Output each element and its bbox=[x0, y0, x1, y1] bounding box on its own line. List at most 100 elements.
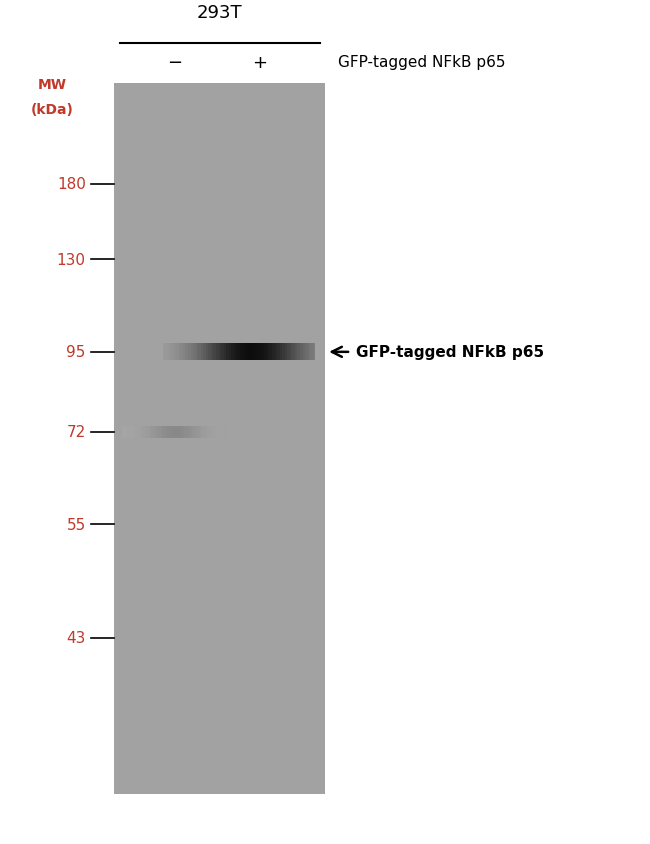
Text: (kDa): (kDa) bbox=[31, 103, 73, 117]
Bar bbox=[130, 426, 133, 438]
Bar bbox=[270, 344, 272, 361]
Text: 180: 180 bbox=[57, 177, 86, 192]
Bar bbox=[249, 344, 252, 361]
Text: 72: 72 bbox=[66, 425, 86, 440]
Bar bbox=[226, 344, 229, 361]
Bar bbox=[212, 426, 214, 438]
Bar bbox=[237, 344, 239, 361]
Bar bbox=[140, 426, 143, 438]
Bar bbox=[162, 344, 165, 361]
Bar bbox=[267, 344, 270, 361]
Bar bbox=[133, 426, 135, 438]
Bar bbox=[196, 344, 198, 361]
Text: 95: 95 bbox=[66, 345, 86, 360]
Bar bbox=[164, 426, 167, 438]
Bar bbox=[216, 344, 218, 361]
Bar bbox=[231, 344, 234, 361]
Bar bbox=[183, 426, 185, 438]
Bar bbox=[222, 426, 225, 438]
Bar bbox=[244, 344, 246, 361]
Text: 43: 43 bbox=[66, 630, 86, 646]
Bar bbox=[193, 426, 196, 438]
Bar bbox=[285, 344, 287, 361]
Bar bbox=[252, 344, 254, 361]
Bar bbox=[162, 426, 164, 438]
Bar bbox=[122, 426, 125, 438]
Bar bbox=[225, 426, 227, 438]
Bar bbox=[259, 344, 262, 361]
Bar bbox=[188, 426, 190, 438]
Bar bbox=[282, 344, 285, 361]
Bar bbox=[185, 426, 188, 438]
Bar bbox=[221, 344, 224, 361]
Bar bbox=[310, 344, 313, 361]
Bar bbox=[292, 344, 295, 361]
Bar bbox=[180, 426, 183, 438]
Bar bbox=[211, 344, 213, 361]
Bar bbox=[167, 426, 170, 438]
Text: 293T: 293T bbox=[196, 4, 242, 22]
Bar bbox=[204, 426, 207, 438]
Bar bbox=[229, 344, 231, 361]
Bar bbox=[305, 344, 307, 361]
Bar bbox=[265, 344, 267, 361]
Bar bbox=[272, 344, 274, 361]
Bar bbox=[154, 426, 157, 438]
Text: −: − bbox=[166, 53, 182, 72]
Bar bbox=[168, 344, 170, 361]
Bar bbox=[188, 344, 190, 361]
Bar bbox=[125, 426, 127, 438]
Bar bbox=[146, 426, 148, 438]
Bar bbox=[214, 426, 217, 438]
Bar bbox=[196, 426, 198, 438]
Bar bbox=[203, 344, 206, 361]
Bar bbox=[135, 426, 138, 438]
Bar bbox=[185, 344, 188, 361]
Text: 130: 130 bbox=[57, 252, 86, 268]
Bar bbox=[201, 344, 203, 361]
Bar bbox=[159, 426, 162, 438]
Bar bbox=[287, 344, 290, 361]
Bar bbox=[300, 344, 302, 361]
Bar bbox=[241, 344, 244, 361]
Bar bbox=[213, 344, 216, 361]
Text: +: + bbox=[252, 53, 268, 72]
Bar bbox=[220, 426, 222, 438]
Bar bbox=[280, 344, 282, 361]
Bar bbox=[190, 426, 193, 438]
Bar bbox=[157, 426, 159, 438]
Bar bbox=[207, 426, 209, 438]
Bar bbox=[180, 344, 183, 361]
Bar bbox=[307, 344, 310, 361]
Bar bbox=[165, 344, 168, 361]
Bar bbox=[178, 344, 180, 361]
Bar bbox=[190, 344, 193, 361]
Bar bbox=[254, 344, 257, 361]
Bar bbox=[198, 426, 202, 438]
Bar bbox=[239, 344, 241, 361]
Bar bbox=[295, 344, 298, 361]
Bar bbox=[202, 426, 204, 438]
Bar bbox=[277, 344, 280, 361]
Bar bbox=[172, 426, 175, 438]
Bar bbox=[198, 344, 201, 361]
Bar bbox=[290, 344, 292, 361]
Bar bbox=[206, 344, 208, 361]
Bar bbox=[234, 344, 237, 361]
Bar bbox=[193, 344, 196, 361]
Bar bbox=[257, 344, 259, 361]
Text: 55: 55 bbox=[66, 517, 86, 533]
Bar bbox=[224, 344, 226, 361]
Bar bbox=[176, 344, 178, 361]
Bar bbox=[173, 344, 176, 361]
Bar bbox=[218, 344, 221, 361]
Bar bbox=[217, 426, 220, 438]
Bar bbox=[183, 344, 185, 361]
Text: MW: MW bbox=[38, 78, 66, 92]
Bar bbox=[148, 426, 151, 438]
Bar bbox=[313, 344, 315, 361]
Bar bbox=[274, 344, 277, 361]
Bar bbox=[209, 426, 212, 438]
Bar bbox=[177, 426, 180, 438]
Bar bbox=[151, 426, 154, 438]
